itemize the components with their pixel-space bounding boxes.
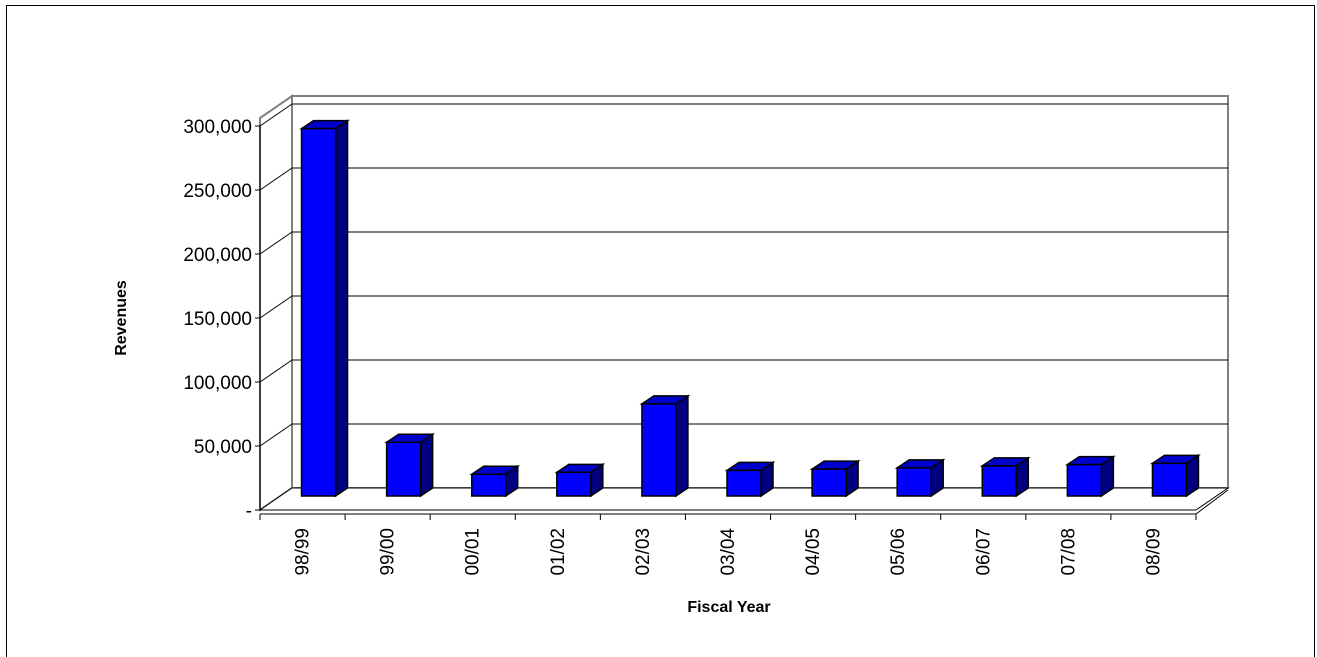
bar [1149, 453, 1201, 498]
bar-front [300, 127, 337, 497]
y-tick-label: 150,000 [183, 309, 252, 330]
y-tick-label: 300,000 [183, 117, 252, 138]
x-tick-label: 03/04 [718, 528, 739, 576]
x-tick-label: 08/09 [1143, 528, 1164, 576]
x-tick-label: 99/00 [378, 528, 399, 576]
bar-front [470, 473, 507, 497]
y-axis-ticks: - 50,000 100,000 150,000 200,000 250,000 300,0… [183, 117, 261, 522]
bar [554, 462, 606, 498]
bar-front [811, 468, 847, 497]
gridlines [259, 103, 1228, 447]
gridline-side [259, 359, 293, 383]
bar [469, 464, 521, 498]
y-axis-title: Revenues [113, 280, 130, 356]
y-tick-label: - [246, 501, 252, 522]
bar-front [1066, 463, 1103, 497]
x-tick-label: 04/05 [803, 528, 824, 576]
x-axis: 98/99 99/00 00/01 01/02 02/03 03/04 04/05 05/06… [259, 489, 1229, 576]
bar-front [556, 471, 592, 497]
x-tick-label: 98/99 [293, 528, 314, 576]
x-tick-label: 01/02 [548, 528, 569, 576]
bar-side [419, 432, 434, 498]
x-axis-depth-line [1195, 489, 1229, 515]
bar-front [385, 441, 422, 497]
x-tick-label: 05/06 [888, 528, 909, 576]
gridline-side [259, 167, 293, 191]
gridline-side [259, 295, 293, 319]
bar-side [334, 119, 349, 498]
bars [299, 119, 1201, 498]
bar-front [641, 403, 677, 497]
back-wall [291, 95, 1229, 489]
x-axis-title: Fiscal Year [687, 599, 770, 616]
side-wall [259, 94, 293, 512]
x-tick-label: 07/08 [1058, 528, 1079, 576]
bar [1064, 455, 1116, 498]
y-tick-label: 100,000 [183, 373, 252, 394]
bar-side [675, 394, 689, 498]
gridline-side [259, 231, 293, 255]
bar [384, 432, 436, 498]
gridline-side [259, 103, 293, 127]
bar-front [726, 469, 762, 497]
x-tick-label: 06/07 [973, 528, 994, 576]
y-tick-label: 200,000 [183, 245, 252, 266]
gridline-side [259, 423, 293, 447]
bar [724, 460, 776, 498]
bar [894, 458, 946, 498]
bar-front [1151, 462, 1188, 497]
y-tick-label: 50,000 [194, 437, 252, 458]
bar [809, 459, 861, 498]
x-tick-label: 00/01 [463, 528, 484, 576]
y-tick-label: 250,000 [183, 181, 252, 202]
plot-walls [258, 94, 1230, 512]
bar-front [981, 465, 1018, 497]
x-tick-label: 02/03 [633, 528, 654, 576]
bar [639, 394, 691, 498]
bar-front [896, 467, 932, 497]
bar [979, 456, 1031, 498]
bar [299, 119, 351, 498]
